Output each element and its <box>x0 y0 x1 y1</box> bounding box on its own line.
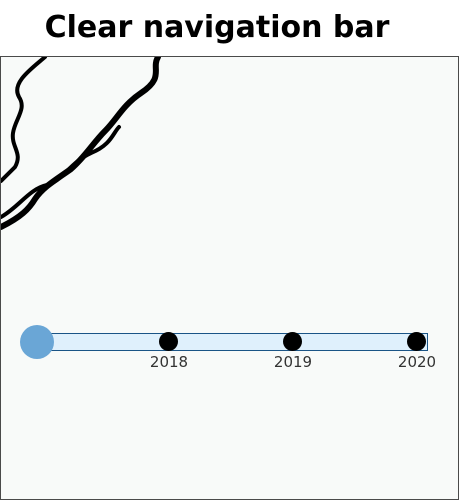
map-lines <box>1 57 161 230</box>
timeline-stop-2019[interactable] <box>283 332 302 351</box>
map-line-main <box>1 57 161 230</box>
map-panel[interactable]: 2018 2019 2020 <box>0 56 459 500</box>
timeline-label-2020: 2020 <box>397 353 437 371</box>
map-line-upper <box>1 57 47 183</box>
timeline-stop-2018[interactable] <box>159 332 178 351</box>
page-title: Clear navigation bar <box>44 10 390 45</box>
timeline-handle[interactable] <box>20 325 54 359</box>
timeline-label-2019: 2019 <box>273 353 313 371</box>
map-line-middle <box>1 125 121 219</box>
timeline-track[interactable] <box>37 333 428 351</box>
timeline-stop-2020[interactable] <box>407 332 426 351</box>
timeline-label-2018: 2018 <box>149 353 189 371</box>
